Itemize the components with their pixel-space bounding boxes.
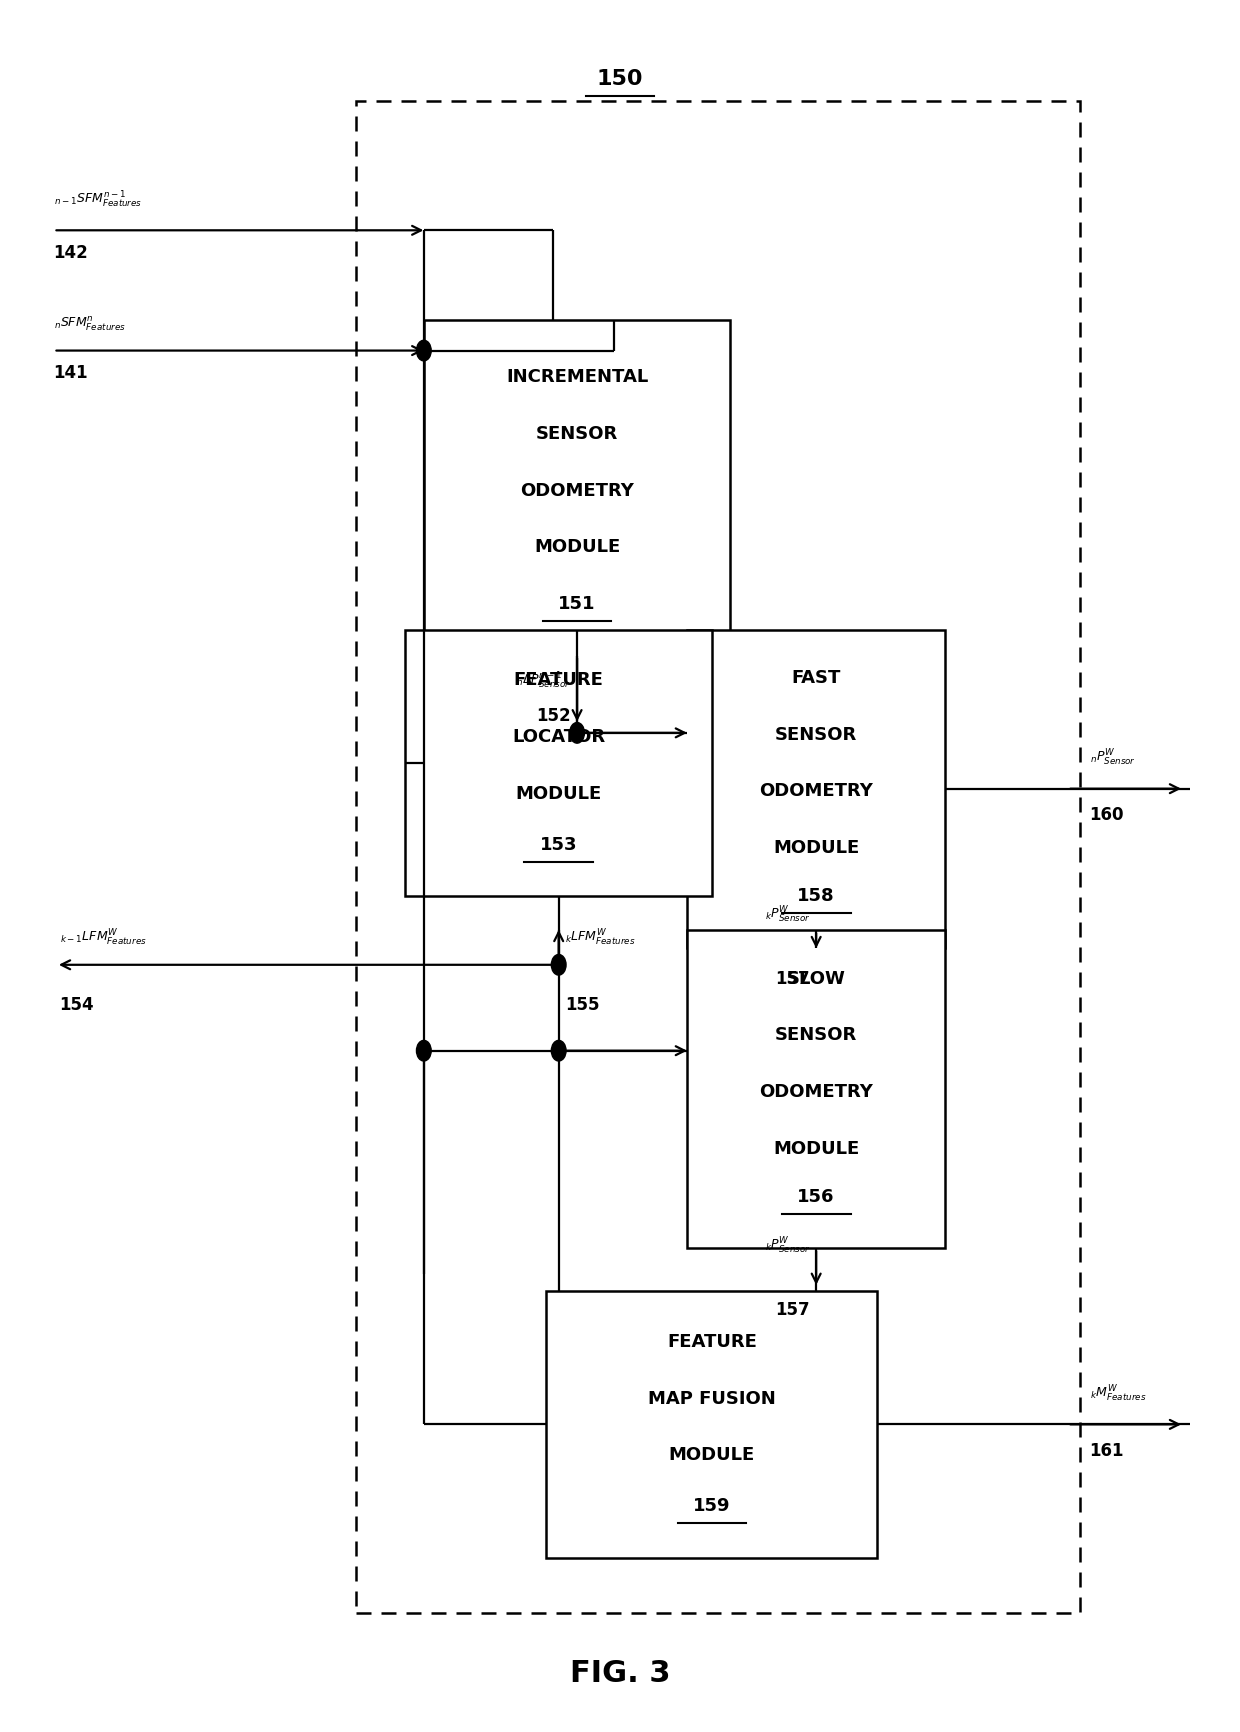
Text: 157: 157 (775, 970, 810, 987)
Text: 160: 160 (1090, 805, 1125, 824)
Text: MODULE: MODULE (668, 1446, 755, 1464)
Bar (424, 320, 730, 655)
Text: SENSOR: SENSOR (536, 424, 619, 443)
Circle shape (417, 339, 432, 360)
Bar (687, 930, 945, 1249)
Text: 142: 142 (53, 244, 88, 262)
Bar (356, 102, 1080, 1614)
Circle shape (552, 954, 565, 975)
Text: SENSOR: SENSOR (775, 1027, 857, 1044)
Text: $_{n}P^{W}_{Sensor}$: $_{n}P^{W}_{Sensor}$ (1090, 748, 1136, 767)
Text: INCREMENTAL: INCREMENTAL (506, 369, 649, 386)
Text: $_{k}LFM^{W}_{Features}$: $_{k}LFM^{W}_{Features}$ (565, 928, 635, 947)
Text: MODULE: MODULE (773, 838, 859, 857)
Text: SENSOR: SENSOR (775, 726, 857, 743)
Circle shape (569, 722, 584, 743)
Circle shape (417, 1041, 432, 1062)
Text: 153: 153 (539, 835, 578, 854)
Text: MODULE: MODULE (516, 785, 601, 804)
Text: $_{n}SFM^{n}_{Features}$: $_{n}SFM^{n}_{Features}$ (53, 315, 125, 333)
Text: MODULE: MODULE (534, 539, 620, 556)
Text: FAST: FAST (791, 669, 841, 688)
Text: ODOMETRY: ODOMETRY (759, 783, 873, 800)
Text: FEATURE: FEATURE (513, 672, 604, 689)
Text: 151: 151 (558, 596, 596, 613)
Text: 158: 158 (797, 887, 835, 906)
Text: ODOMETRY: ODOMETRY (520, 481, 634, 499)
Text: $_{n}\Delta P^{n-1}_{Sensor}$: $_{n}\Delta P^{n-1}_{Sensor}$ (516, 672, 570, 691)
Text: $_{n-1}SFM^{n-1}_{Features}$: $_{n-1}SFM^{n-1}_{Features}$ (53, 189, 141, 210)
Text: MODULE: MODULE (773, 1140, 859, 1157)
Text: $_{k-1}LFM^{W}_{Features}$: $_{k-1}LFM^{W}_{Features}$ (60, 928, 146, 947)
Bar (687, 630, 945, 947)
Text: 157: 157 (775, 1301, 810, 1318)
Text: 150: 150 (596, 69, 644, 90)
Text: 159: 159 (693, 1496, 730, 1516)
Text: 152: 152 (537, 707, 570, 724)
Text: ODOMETRY: ODOMETRY (759, 1082, 873, 1102)
Text: 141: 141 (53, 364, 88, 383)
Text: $_{k}P^{W}_{Sensor}$: $_{k}P^{W}_{Sensor}$ (765, 906, 810, 925)
Bar (547, 1292, 878, 1557)
Circle shape (552, 1041, 565, 1062)
Text: MAP FUSION: MAP FUSION (649, 1389, 776, 1408)
Text: $_{k}P^{W}_{Sensor}$: $_{k}P^{W}_{Sensor}$ (765, 1237, 810, 1256)
Bar (405, 630, 712, 895)
Text: 156: 156 (797, 1188, 835, 1205)
Text: 161: 161 (1090, 1441, 1125, 1460)
Text: 155: 155 (565, 996, 599, 1013)
Text: $_{k}M^{W}_{Features}$: $_{k}M^{W}_{Features}$ (1090, 1384, 1146, 1403)
Text: FIG. 3: FIG. 3 (569, 1659, 671, 1689)
Text: LOCATOR: LOCATOR (512, 727, 605, 746)
Text: FEATURE: FEATURE (667, 1334, 756, 1351)
Text: SLOW: SLOW (786, 970, 846, 987)
Text: 154: 154 (60, 996, 94, 1013)
